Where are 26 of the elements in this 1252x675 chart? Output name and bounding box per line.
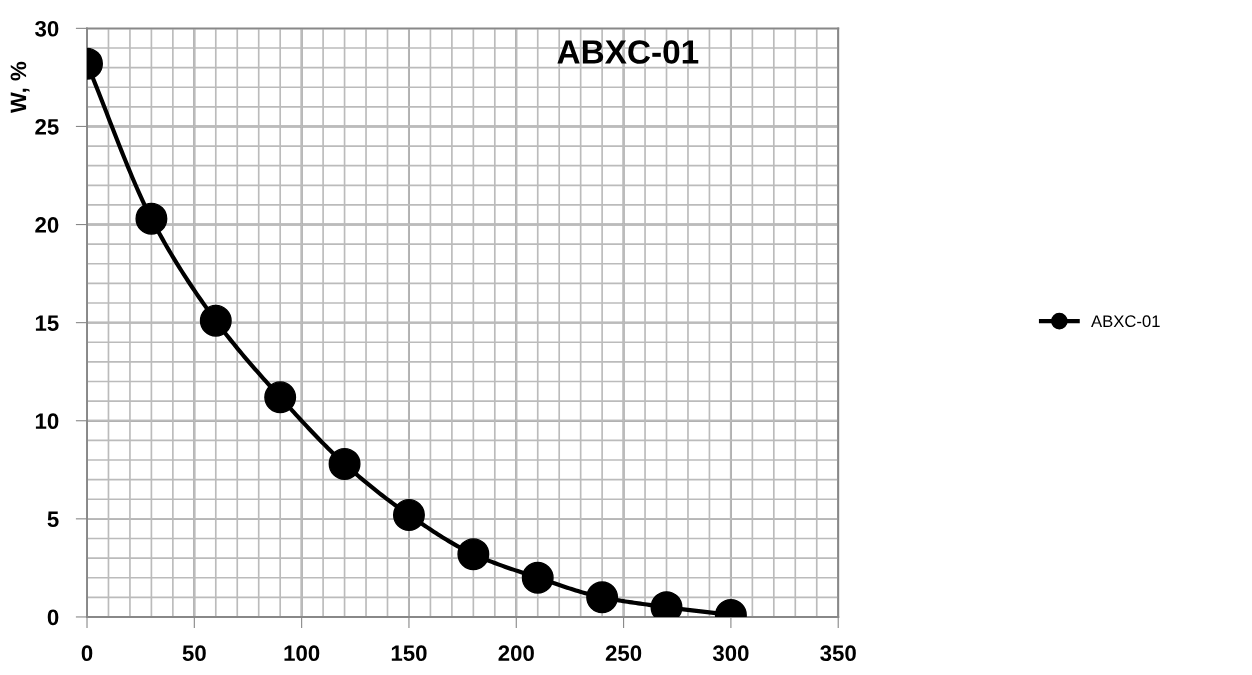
point [135,202,168,235]
y-tick-label: 0 [47,609,59,626]
point [328,447,361,480]
x-tick-label: 0 [81,645,93,662]
legend-label: ABXC-01 [1091,315,1160,328]
x-tick-label: 200 [498,645,534,662]
y-tick-label: 10 [35,413,59,430]
point [586,581,619,614]
y-tick-label: 20 [35,217,59,233]
x-tick-label: 250 [605,645,642,662]
x-tick-label: 150 [391,645,427,662]
y-tick-label: 25 [35,118,59,135]
y-tick-label: 5 [47,511,59,528]
point [264,381,297,414]
point [199,304,232,337]
x-tick-label: 300 [712,645,749,662]
x-tick-label: 50 [182,645,206,662]
point [521,561,554,594]
x-tick-label: 350 [820,645,856,662]
y-axis-title: W, % [10,61,30,114]
point [457,538,490,571]
point [392,498,425,531]
y-tick-label: 30 [35,20,59,37]
y-tick-label: 15 [35,315,59,331]
x-tick-label: 100 [284,645,320,662]
chart-title: ABXC-01 [557,40,699,64]
